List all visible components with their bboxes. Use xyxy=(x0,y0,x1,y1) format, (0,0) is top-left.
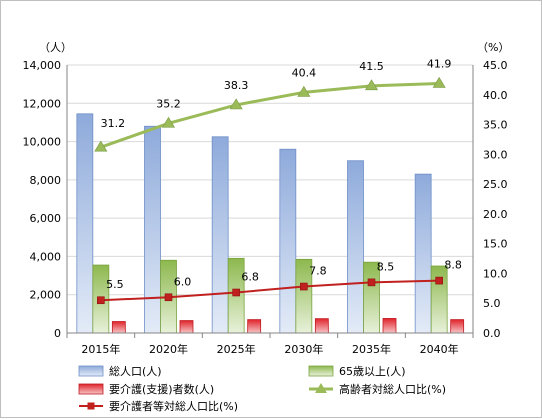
y-right-tick-label: 25.0 xyxy=(483,178,508,191)
x-tick-label: 2040年 xyxy=(420,342,459,356)
marker-care-ratio xyxy=(435,276,443,285)
bar-care-recipients xyxy=(450,319,465,334)
marker-elderly-ratio xyxy=(364,79,379,91)
marker-elderly-ratio xyxy=(94,140,108,152)
y-left-tick-label: 14,000 xyxy=(23,59,62,72)
marker-elderly-ratio xyxy=(229,98,243,110)
marker-care-ratio xyxy=(164,293,173,302)
x-tick-label: 2030年 xyxy=(284,342,323,356)
marker-care-ratio xyxy=(300,282,308,291)
y-left-tick-label: 2,000 xyxy=(30,289,62,302)
y-right-tick-label: 5.0 xyxy=(483,297,501,310)
lines xyxy=(94,76,446,305)
legend-swatch-over65 xyxy=(308,365,334,377)
bar-care-recipients xyxy=(111,321,126,334)
bar-care-recipients xyxy=(382,318,397,334)
data-label-care-ratio: 6.0 xyxy=(174,275,192,288)
x-tick-label: 2035年 xyxy=(352,342,391,356)
y-left-tick-label: 12,000 xyxy=(23,97,62,110)
y-right-tick-label: 15.0 xyxy=(483,238,508,251)
data-label-elderly-ratio: 41.9 xyxy=(427,57,452,70)
data-label-care-ratio: 8.5 xyxy=(377,260,395,273)
data-label-care-ratio: 5.5 xyxy=(106,278,124,291)
marker-elderly-ratio xyxy=(432,76,446,88)
bar-total-population xyxy=(211,136,229,334)
data-label-care-ratio: 7.8 xyxy=(309,265,327,278)
legend-marker-elderly-ratio xyxy=(315,383,327,393)
y-left-unit-label: （人） xyxy=(39,41,72,54)
x-tick-label: 2015年 xyxy=(81,342,120,356)
gridlines xyxy=(67,64,473,334)
data-label-elderly-ratio: 38.3 xyxy=(224,79,249,92)
legend: 総人口(人) 65歳以上(人) 要介護(支援)者数(人) 高齢者対総人口比(%) 要介護… xyxy=(78,364,446,413)
data-label-care-ratio: 8.8 xyxy=(444,259,462,272)
y-left-tick-label: 4,000 xyxy=(30,250,62,263)
data-label-care-ratio: 6.8 xyxy=(241,271,259,284)
y-right-tick-label: 30.0 xyxy=(483,148,508,161)
legend-label: 要介護(支援)者数(人) xyxy=(109,382,214,396)
marker-care-ratio xyxy=(232,288,240,297)
bar-total-population xyxy=(144,125,161,334)
data-label-elderly-ratio: 35.2 xyxy=(156,97,181,110)
bar-total-population xyxy=(414,173,432,334)
bar-total-population xyxy=(76,113,94,334)
axes: 0 2,000 4,000 6,000 8,000 10,000 12,000 14,000 0… xyxy=(23,41,510,356)
legend-label: 総人口(人) xyxy=(109,364,162,378)
legend-swatch-care xyxy=(78,383,104,395)
bar-care-recipients xyxy=(314,318,329,334)
y-right-tick-label: 20.0 xyxy=(483,208,508,221)
bar-care-recipients xyxy=(179,320,194,334)
marker-care-ratio xyxy=(367,278,376,287)
y-right-tick-label: 40.0 xyxy=(483,89,508,102)
y-left-tick-label: 10,000 xyxy=(23,136,62,149)
bar-total-population xyxy=(279,148,297,334)
line-elderly-ratio xyxy=(100,81,440,149)
y-left-tick-label: 8,000 xyxy=(30,174,62,187)
y-right-unit-label: （%） xyxy=(477,41,509,54)
legend-label: 要介護者等対総人口比(%) xyxy=(109,399,238,413)
x-tick-label: 2020年 xyxy=(149,342,188,356)
bar-over-65 xyxy=(430,265,448,334)
legend-label: 高齢者対総人口比(%) xyxy=(339,382,446,396)
x-tick-label: 2025年 xyxy=(217,342,256,356)
marker-elderly-ratio xyxy=(297,85,311,97)
y-right-tick-label: 45.0 xyxy=(483,59,508,72)
legend-label: 65歳以上(人) xyxy=(339,365,406,378)
data-label-elderly-ratio: 40.4 xyxy=(292,66,317,79)
data-labels: 31.2 35.2 38.3 40.4 41.5 41.9 5.5 6.0 6.8 7.8 8.5 8… xyxy=(101,57,462,291)
y-right-tick-label: 10.0 xyxy=(483,267,508,280)
y-right-tick-label: 0.0 xyxy=(483,327,501,340)
legend-swatch-total xyxy=(78,365,104,377)
bars xyxy=(76,113,465,334)
marker-care-ratio xyxy=(97,296,105,305)
data-label-elderly-ratio: 31.2 xyxy=(101,117,126,130)
y-right-tick-label: 35.0 xyxy=(483,119,508,132)
bar-care-recipients xyxy=(247,319,262,334)
line-care-ratio xyxy=(100,279,440,302)
data-label-elderly-ratio: 41.5 xyxy=(359,60,384,73)
bar-total-population xyxy=(347,160,364,334)
y-left-tick-label: 6,000 xyxy=(30,212,62,225)
legend-marker-care-ratio xyxy=(87,402,95,410)
y-left-tick-label: 0 xyxy=(54,327,61,340)
marker-elderly-ratio xyxy=(161,116,176,128)
